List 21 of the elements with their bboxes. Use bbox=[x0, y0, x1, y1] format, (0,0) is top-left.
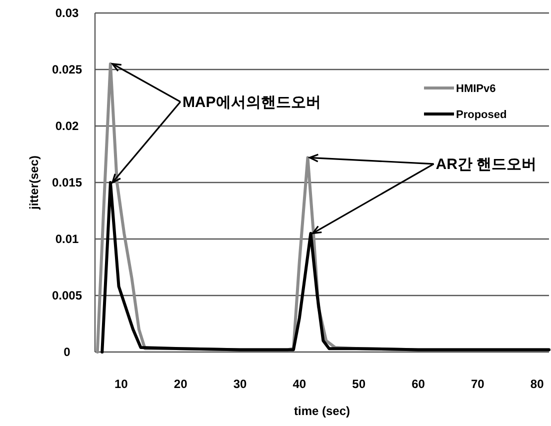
y-tick-label: 0.025 bbox=[52, 62, 82, 76]
x-tick-label: 20 bbox=[174, 377, 188, 391]
y-axis-title: jitter(sec) bbox=[27, 155, 41, 211]
y-tick-label: 0.02 bbox=[55, 119, 79, 133]
x-tick-label: 10 bbox=[114, 377, 128, 391]
x-tick-label: 70 bbox=[471, 377, 485, 391]
annotation: MAP에서의핸드오버 bbox=[182, 94, 321, 111]
y-tick-label: 0.005 bbox=[52, 288, 82, 302]
x-tick-label: 80 bbox=[530, 377, 544, 391]
y-tick-label: 0.01 bbox=[55, 232, 79, 246]
y-tick-label: 0.03 bbox=[55, 6, 79, 20]
x-tick-label: 30 bbox=[233, 377, 247, 391]
legend-label: HMIPv6 bbox=[456, 83, 496, 95]
x-axis-title: time (sec) bbox=[294, 404, 350, 418]
legend-label: Proposed bbox=[456, 109, 507, 121]
x-tick-label: 60 bbox=[412, 377, 426, 391]
y-tick-label: 0 bbox=[64, 345, 71, 359]
x-tick-label: 50 bbox=[352, 377, 366, 391]
y-tick-label: 0.015 bbox=[52, 176, 82, 190]
x-tick-label: 40 bbox=[292, 377, 306, 391]
annotation: AR간 핸드오버 bbox=[436, 156, 537, 173]
